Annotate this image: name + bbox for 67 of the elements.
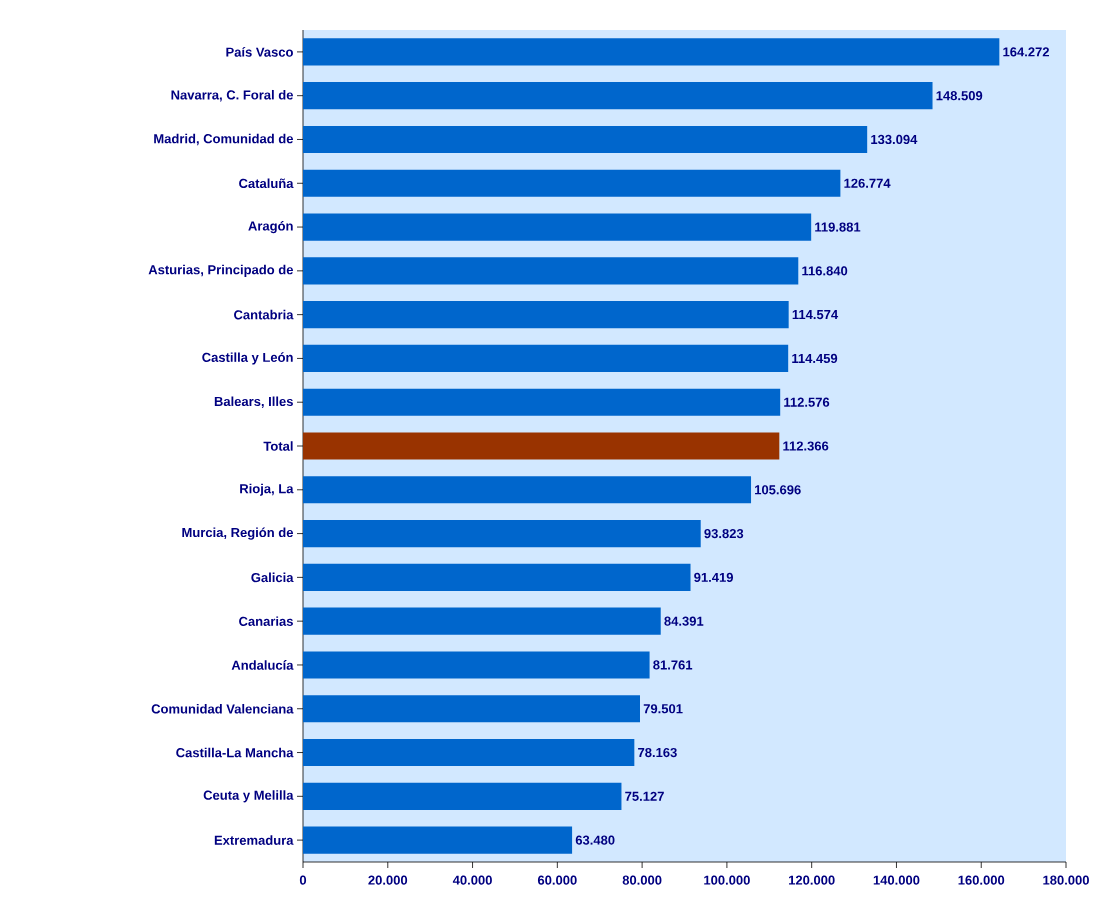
data-label: 105.696 bbox=[755, 485, 801, 495]
bar bbox=[303, 344, 789, 372]
data-label: 126.774 bbox=[844, 178, 891, 188]
x-tick-label: 20.000 bbox=[368, 875, 408, 885]
data-label: 79.501 bbox=[643, 704, 683, 714]
data-label: 63.480 bbox=[575, 835, 615, 845]
data-label: 133.094 bbox=[871, 134, 918, 145]
x-tick-label: 80.000 bbox=[622, 875, 662, 885]
x-tick-label: 120.000 bbox=[789, 875, 835, 885]
data-label: 148.509 bbox=[936, 91, 983, 101]
bar bbox=[303, 782, 622, 810]
y-tick-label: Rioja, La bbox=[240, 483, 294, 496]
bar bbox=[303, 213, 812, 241]
x-tick-label: 140.000 bbox=[873, 875, 920, 885]
y-tick-label: Cantabria bbox=[234, 309, 294, 320]
y-tick-label: Aragón bbox=[248, 220, 293, 234]
bar bbox=[303, 82, 933, 110]
bar bbox=[303, 125, 868, 154]
data-label: 91.419 bbox=[694, 572, 733, 582]
data-label: 164.272 bbox=[1003, 47, 1050, 57]
data-label: 75.127 bbox=[625, 791, 664, 801]
y-tick-label: Murcia, Región de bbox=[182, 527, 294, 540]
data-label: 114.459 bbox=[792, 353, 838, 364]
x-tick-label: 0 bbox=[299, 875, 307, 885]
bar bbox=[303, 388, 781, 416]
bar bbox=[303, 651, 650, 679]
y-tick-label: Total bbox=[263, 441, 293, 451]
bar bbox=[303, 257, 799, 285]
y-tick-label: Castilla y León bbox=[202, 352, 293, 365]
bar bbox=[303, 738, 635, 767]
bar bbox=[303, 563, 691, 591]
data-label: 78.163 bbox=[638, 747, 677, 758]
data-label: 112.576 bbox=[784, 397, 830, 407]
y-tick-label: Cataluña bbox=[239, 178, 294, 189]
bar bbox=[303, 38, 1000, 66]
data-label: 112.366 bbox=[783, 441, 829, 451]
data-label: 81.761 bbox=[653, 660, 693, 670]
x-tick-label: 100.000 bbox=[704, 875, 750, 885]
y-tick-label: Comunidad Valenciana bbox=[151, 703, 294, 714]
bar bbox=[303, 520, 701, 548]
y-tick-label: Ceuta y Melilla bbox=[203, 790, 294, 803]
y-tick-label: Galicia bbox=[251, 572, 294, 583]
x-tick-label: 40.000 bbox=[452, 875, 492, 885]
y-tick-label: Navarra, C. Foral de bbox=[171, 89, 294, 102]
y-tick-label: Extremadura bbox=[214, 835, 294, 845]
bar bbox=[303, 695, 640, 723]
data-label: 93.823 bbox=[704, 528, 744, 539]
y-tick-label: País Vasco bbox=[226, 47, 293, 57]
y-tick-label: Canarias bbox=[239, 616, 293, 626]
bar bbox=[303, 301, 789, 329]
data-label: 119.881 bbox=[815, 222, 861, 232]
bar bbox=[303, 826, 573, 854]
bar bbox=[303, 607, 661, 635]
y-tick-label: Asturias, Principado de bbox=[148, 264, 294, 277]
bar bbox=[303, 476, 752, 504]
x-tick-label: 180.000 bbox=[1043, 875, 1089, 885]
y-tick-label: Madrid, Comunidad de bbox=[154, 133, 294, 146]
bar bbox=[303, 169, 841, 197]
data-label: 84.391 bbox=[664, 616, 704, 626]
x-tick-label: 60.000 bbox=[537, 875, 577, 885]
data-label: 116.840 bbox=[802, 266, 848, 276]
y-tick-label: Balears, Illes bbox=[214, 396, 293, 408]
y-tick-label: Andalucía bbox=[231, 660, 294, 670]
y-tick-label: Castilla-La Mancha bbox=[176, 747, 294, 758]
x-tick-label: 160.000 bbox=[958, 875, 1005, 885]
data-label: 114.574 bbox=[792, 310, 839, 320]
bar bbox=[303, 432, 780, 460]
